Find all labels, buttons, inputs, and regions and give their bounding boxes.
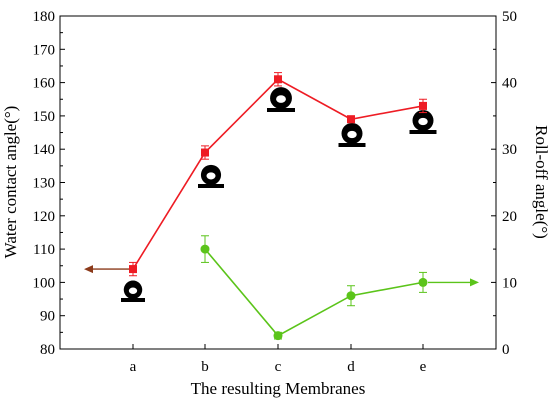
x-tick-label: e xyxy=(420,359,427,375)
x-tick-label: b xyxy=(201,359,209,375)
right-tick-label: 10 xyxy=(502,275,517,291)
series-layer xyxy=(84,72,479,341)
right-tick-label: 20 xyxy=(502,209,517,225)
left-tick-label: 90 xyxy=(40,309,55,325)
substrate-bar xyxy=(338,143,366,147)
droplet-icons xyxy=(121,87,437,302)
data-point xyxy=(274,75,282,84)
left-tick-label: 150 xyxy=(33,109,56,125)
x-axis-ticks: a b c d e xyxy=(130,344,427,375)
right-tick-label: 50 xyxy=(502,9,517,25)
data-point xyxy=(273,331,283,341)
left-tick-label: 80 xyxy=(40,342,55,358)
series-line xyxy=(204,248,424,337)
left-tick-label: 110 xyxy=(33,242,55,258)
droplet-highlight xyxy=(347,130,357,139)
droplet-icon xyxy=(409,110,437,134)
substrate-bar xyxy=(267,108,295,112)
left-axis-ticks: 80 90 100 110 120 130 140 150 160 170 180 xyxy=(33,9,65,358)
data-point xyxy=(200,244,210,254)
left-tick-label: 170 xyxy=(33,42,56,58)
substrate-bar xyxy=(121,298,145,302)
x-axis-title: The resulting Membranes xyxy=(191,379,366,398)
right-tick-label: 30 xyxy=(502,142,517,158)
data-point xyxy=(201,148,209,157)
left-tick-label: 130 xyxy=(33,176,56,192)
right-tick-label: 40 xyxy=(502,76,517,92)
substrate-bar xyxy=(198,184,224,188)
substrate-bar xyxy=(409,130,437,134)
left-axis-title: Water contact angle(°) xyxy=(1,106,20,259)
left-tick-label: 120 xyxy=(33,209,56,225)
x-tick-label: d xyxy=(347,359,355,375)
left-tick-label: 140 xyxy=(33,142,56,158)
data-point xyxy=(419,101,427,110)
right-axis-title: Roll-off angle(°) xyxy=(532,125,550,239)
right-axis-ticks: 0 10 20 30 40 50 xyxy=(491,9,517,358)
droplet-icon xyxy=(267,87,295,112)
axis-arrow-head xyxy=(470,278,479,287)
series-right xyxy=(200,235,479,341)
data-point xyxy=(418,277,428,287)
droplet-icon xyxy=(198,164,224,188)
droplet-icon xyxy=(121,280,145,302)
data-point xyxy=(347,115,355,124)
droplet-highlight xyxy=(206,172,216,180)
droplet-highlight xyxy=(128,287,138,294)
x-tick-label: a xyxy=(130,359,137,375)
left-tick-label: 100 xyxy=(33,275,56,291)
droplet-highlight xyxy=(276,95,286,103)
droplet-highlight xyxy=(418,117,428,126)
data-point xyxy=(129,265,137,274)
series-left xyxy=(84,72,427,277)
x-tick-label: c xyxy=(275,359,282,375)
left-tick-label: 180 xyxy=(33,9,56,25)
axis-arrow-head xyxy=(84,265,93,274)
left-tick-label: 160 xyxy=(33,76,56,92)
droplet-icon xyxy=(338,123,366,147)
data-point xyxy=(346,291,356,301)
right-tick-label: 0 xyxy=(502,342,510,358)
